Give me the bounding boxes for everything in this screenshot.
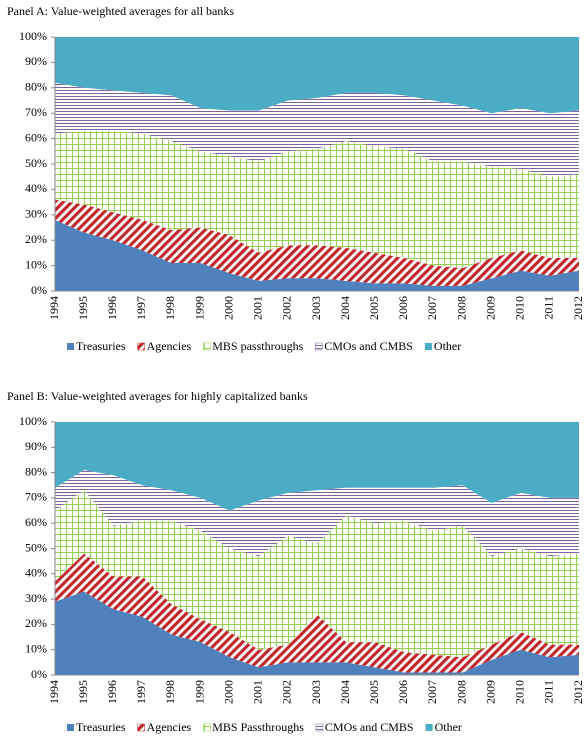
x-tick-label: 2011 xyxy=(542,296,556,320)
x-tick-label: 2005 xyxy=(367,296,381,320)
y-tick-label: 10% xyxy=(25,641,47,655)
legend-label: Agencies xyxy=(147,720,192,734)
y-tick-label: 0% xyxy=(31,283,47,297)
y-tick-label: 100% xyxy=(19,29,47,43)
x-tick-label: 2006 xyxy=(396,680,410,704)
x-tick-label: 1997 xyxy=(134,680,148,704)
area-series xyxy=(55,490,579,658)
x-tick-label: 2008 xyxy=(454,680,468,704)
legend-swatch xyxy=(137,342,145,351)
x-tick-label: 2004 xyxy=(338,296,352,320)
legend-label: Treasuries xyxy=(76,339,126,353)
x-tick-label: 2000 xyxy=(221,680,235,704)
x-tick-label: 1996 xyxy=(105,296,119,320)
y-tick-label: 60% xyxy=(25,130,47,144)
y-tick-label: 50% xyxy=(25,156,47,170)
x-tick-label: 2005 xyxy=(367,680,381,704)
area-series xyxy=(55,130,579,269)
legend-swatch xyxy=(424,343,432,350)
x-tick-label: 2010 xyxy=(513,680,527,704)
y-tick-label: 60% xyxy=(25,515,47,529)
area-series xyxy=(55,82,579,177)
x-tick-label: 1994 xyxy=(47,680,61,704)
legend-swatch xyxy=(425,724,433,731)
y-tick-label: 80% xyxy=(25,80,47,94)
x-tick-label: 2001 xyxy=(251,680,265,704)
y-tick-label: 30% xyxy=(25,207,47,221)
legend-label: MBS passthroughs xyxy=(212,339,303,353)
y-tick-label: 90% xyxy=(25,439,47,453)
x-tick-label: 1998 xyxy=(163,296,177,320)
x-tick-label: 1995 xyxy=(76,296,90,320)
x-tick-label: 2012 xyxy=(571,680,584,704)
x-tick-label: 1996 xyxy=(105,680,119,704)
x-tick-label: 1997 xyxy=(134,296,148,320)
y-tick-label: 50% xyxy=(25,540,47,554)
legend-swatch xyxy=(137,723,145,732)
x-tick-label: 2003 xyxy=(309,296,323,320)
area-series xyxy=(55,422,579,511)
x-tick-label: 1995 xyxy=(76,680,90,704)
area-series xyxy=(55,553,579,673)
x-tick-label: 2008 xyxy=(454,296,468,320)
x-tick-label: 2007 xyxy=(425,296,439,320)
x-tick-label: 2002 xyxy=(280,296,294,320)
y-tick-label: 30% xyxy=(25,591,47,605)
legend-label: CMOs and CMBS xyxy=(324,339,413,353)
legend-label: Agencies xyxy=(147,339,192,353)
y-tick-label: 90% xyxy=(25,54,47,68)
legend-label: Other xyxy=(434,339,461,353)
x-tick-label: 2009 xyxy=(483,680,497,704)
x-tick-label: 2011 xyxy=(542,680,556,704)
x-tick-label: 1999 xyxy=(192,680,206,704)
legend-swatch xyxy=(315,723,324,732)
x-tick-label: 1998 xyxy=(163,680,177,704)
y-tick-label: 40% xyxy=(25,566,47,580)
legend-swatch xyxy=(202,723,211,732)
x-tick-label: 2009 xyxy=(483,296,497,320)
legend-label: MBS Passthroughs xyxy=(212,720,304,734)
y-tick-label: 40% xyxy=(25,181,47,195)
y-tick-label: 20% xyxy=(25,232,47,246)
chart-title: Panel A: Value-weighted averages for all… xyxy=(7,4,234,18)
y-tick-label: 0% xyxy=(31,667,47,681)
legend-swatch xyxy=(67,343,74,350)
area-series xyxy=(55,199,579,286)
legend-label: Other xyxy=(435,720,462,734)
x-tick-label: 2001 xyxy=(251,296,265,320)
x-tick-label: 2004 xyxy=(338,680,352,704)
x-tick-label: 2007 xyxy=(425,680,439,704)
legend-swatch xyxy=(202,342,211,351)
x-tick-label: 2012 xyxy=(571,296,584,320)
y-tick-label: 10% xyxy=(25,257,47,271)
legend-label: CMOs and CMBS xyxy=(325,720,414,734)
legend-swatch xyxy=(314,342,323,351)
area-series xyxy=(55,470,579,557)
chart-title: Panel B: Value-weighted averages for hig… xyxy=(7,389,308,403)
area-series xyxy=(55,37,579,114)
x-tick-label: 1999 xyxy=(192,296,206,320)
x-tick-label: 2002 xyxy=(280,680,294,704)
y-tick-label: 20% xyxy=(25,616,47,630)
area-series xyxy=(55,591,579,675)
x-tick-label: 2010 xyxy=(513,296,527,320)
x-tick-label: 2003 xyxy=(309,680,323,704)
y-tick-label: 70% xyxy=(25,105,47,119)
y-tick-label: 70% xyxy=(25,490,47,504)
x-tick-label: 2006 xyxy=(396,296,410,320)
legend-label: Treasuries xyxy=(76,720,126,734)
y-tick-label: 100% xyxy=(19,414,47,428)
y-tick-label: 80% xyxy=(25,464,47,478)
legend-swatch xyxy=(67,724,74,731)
area-series xyxy=(55,219,579,291)
x-tick-label: 1994 xyxy=(47,296,61,320)
x-tick-label: 2000 xyxy=(221,296,235,320)
